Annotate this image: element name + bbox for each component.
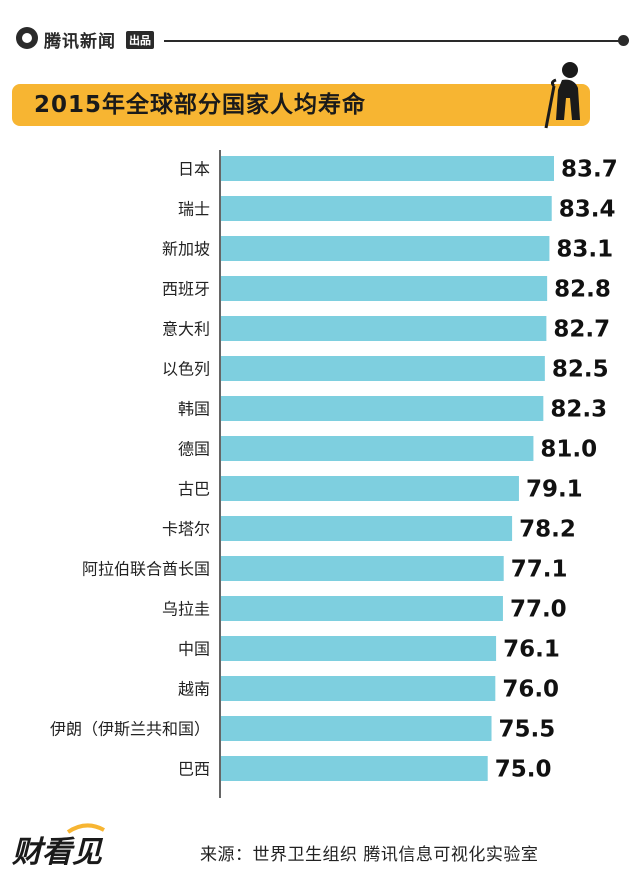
value-label: 81.0	[540, 437, 597, 463]
value-label: 76.1	[503, 637, 560, 663]
category-label: 越南	[178, 680, 210, 699]
brand-name: 腾讯新闻	[44, 32, 116, 52]
value-label: 78.2	[519, 517, 576, 543]
elderly-person-icon	[544, 62, 580, 129]
bar	[221, 356, 545, 381]
value-label: 82.3	[550, 397, 607, 423]
value-label: 75.5	[499, 717, 556, 743]
value-label: 76.0	[502, 677, 559, 703]
value-label: 77.0	[510, 597, 567, 623]
category-label: 新加坡	[162, 240, 210, 259]
bar	[221, 196, 552, 221]
category-label: 日本	[178, 160, 210, 179]
bar	[221, 156, 554, 181]
header-dot	[618, 35, 629, 46]
value-label: 83.1	[556, 237, 613, 263]
value-label: 77.1	[511, 557, 568, 583]
page-title: 2015年全球部分国家人均寿命	[34, 92, 367, 118]
value-label: 82.7	[553, 317, 610, 343]
value-label: 79.1	[526, 477, 583, 503]
bar	[221, 556, 504, 581]
category-label: 瑞士	[178, 200, 210, 219]
bar	[221, 636, 497, 661]
bar	[221, 756, 488, 781]
bar	[221, 436, 534, 461]
category-label: 中国	[178, 640, 210, 659]
bar	[221, 716, 492, 741]
value-label: 82.8	[554, 277, 611, 303]
category-label: 意大利	[162, 320, 210, 339]
bar	[221, 596, 503, 621]
category-label: 乌拉圭	[162, 600, 210, 619]
category-label: 韩国	[178, 400, 210, 419]
tencent-news-logo-icon	[16, 27, 38, 49]
bar	[221, 396, 544, 421]
category-label: 巴西	[178, 760, 210, 779]
value-label: 83.7	[561, 157, 618, 183]
header: 腾讯新闻 出品	[0, 0, 641, 60]
value-label: 83.4	[559, 197, 616, 223]
value-label: 75.0	[495, 757, 552, 783]
header-divider	[164, 40, 622, 42]
category-label: 德国	[178, 440, 210, 459]
category-label: 古巴	[178, 480, 210, 499]
category-label: 西班牙	[162, 280, 210, 299]
caikanjian-logo-icon: 财看见	[11, 823, 105, 870]
bar	[221, 236, 550, 261]
category-label: 以色列	[162, 360, 210, 379]
source-note: 来源：世界卫生组织 腾讯信息可视化实验室	[200, 845, 539, 865]
footer: 财看见 来源：世界卫生组织 腾讯信息可视化实验室	[0, 818, 641, 878]
bar	[221, 476, 519, 501]
title-banner	[12, 84, 590, 126]
bar	[221, 676, 496, 701]
brand-tag: 出品	[126, 31, 154, 49]
bar	[221, 316, 547, 341]
category-label: 伊朗（伊斯兰共和国）	[50, 720, 210, 739]
category-label: 卡塔尔	[162, 520, 210, 539]
category-label: 阿拉伯联合酋长国	[82, 560, 210, 579]
life-expectancy-chart: 日本 83.7 瑞士 83.4 新加坡 83.1 西班牙 82.8 意大利 82.7 以色列 82.5…	[50, 150, 618, 798]
bar	[221, 516, 513, 541]
svg-text:财看见: 财看见	[11, 835, 104, 870]
value-label: 82.5	[552, 357, 609, 383]
bar	[221, 276, 548, 301]
